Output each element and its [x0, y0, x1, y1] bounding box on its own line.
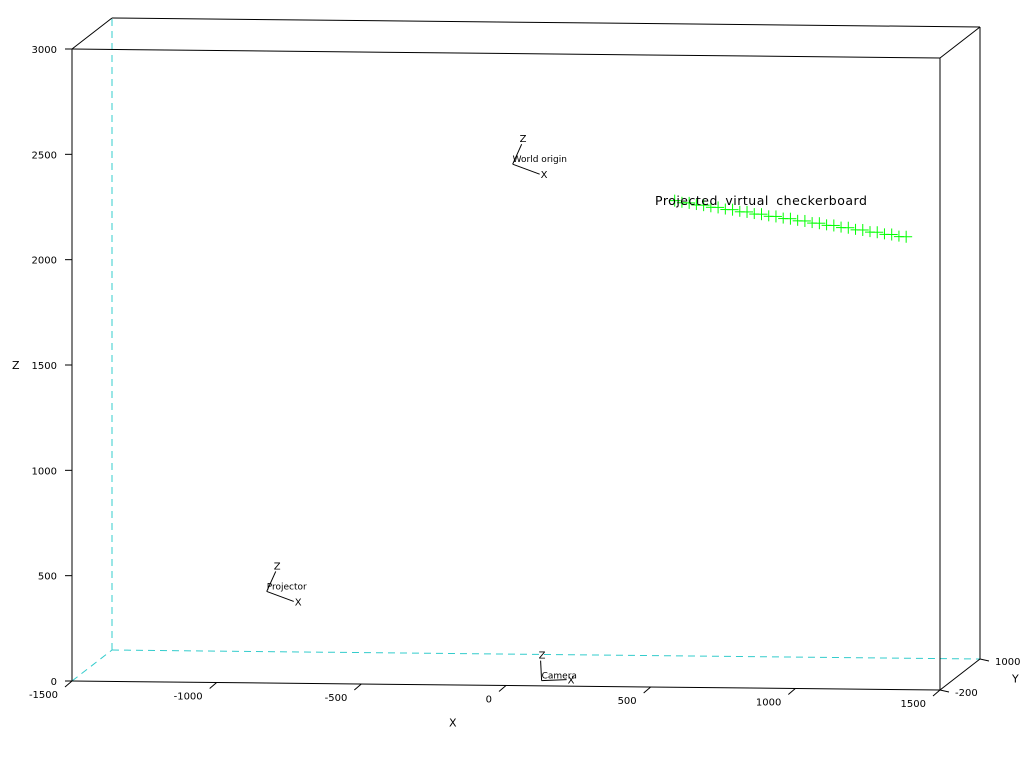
x-axis-label: X: [449, 717, 457, 730]
data-point: [683, 196, 696, 209]
data-point-mid: [763, 210, 774, 222]
data-point-mid: [879, 228, 890, 240]
y-tick-label: 1000: [995, 657, 1020, 668]
frame-name-label: Projector: [267, 582, 307, 592]
axis-names: Z X Y: [12, 359, 1019, 730]
x-axis: -1500 -1000 -500 0 500 1000 1500: [29, 680, 941, 710]
box-edge: [71, 48, 941, 59]
x-tick-label: -500: [325, 693, 348, 704]
x-tick-label: 0: [486, 695, 492, 706]
box-edge: [939, 658, 981, 691]
z-axis-label: Z: [12, 359, 20, 372]
checkerboard-points: [668, 194, 913, 243]
data-point: [697, 199, 710, 212]
frame-z-label: Z: [520, 134, 527, 145]
data-point-mid: [749, 208, 760, 220]
hidden-edge: [111, 649, 981, 660]
data-point-mid: [792, 214, 803, 226]
frame-name-label: Camera: [542, 672, 577, 682]
frame-x-axis: [541, 679, 567, 682]
data-point: [827, 219, 840, 232]
frame-z-axis: [512, 143, 523, 165]
z-tick-label: 0: [51, 677, 57, 688]
z-tick-label: 500: [38, 572, 57, 583]
checkerboard-label: Projected virtual checkerboard: [655, 193, 867, 208]
x-tick-label: 1500: [901, 699, 926, 710]
x-tick: [209, 682, 217, 689]
frame-x-axis: [266, 590, 294, 602]
data-point: [798, 214, 811, 227]
data-point: [726, 203, 739, 216]
hidden-edge: [71, 649, 113, 682]
frame-z-axis: [540, 660, 543, 681]
x-tick: [932, 689, 941, 697]
box-edge: [111, 17, 981, 28]
x-tick: [498, 685, 507, 692]
frame-x-label: X: [541, 170, 548, 181]
box-edge: [71, 17, 113, 50]
x-tick-label: 1000: [756, 698, 781, 709]
x-tick-label: -1000: [174, 692, 203, 703]
x-tick-label: -1500: [29, 690, 58, 701]
x-tick: [788, 688, 796, 695]
data-point-mid: [807, 217, 818, 229]
hidden-box-edges: [71, 18, 981, 682]
y-axis: -200 1000: [939, 657, 1020, 699]
data-point: [813, 217, 826, 230]
frame-x-axis: [512, 163, 540, 175]
data-point: [856, 223, 869, 236]
frame-z-label: Z: [274, 561, 281, 572]
y-tick: [979, 658, 990, 662]
data-point-mid: [778, 212, 789, 224]
data-point: [668, 194, 681, 207]
frame-name-label: World origin: [513, 155, 567, 165]
y-tick: [939, 689, 950, 693]
data-point-mid: [864, 226, 875, 238]
frame-x-label: X: [568, 676, 575, 687]
data-point: [769, 210, 782, 223]
z-axis: 0 500 1000 1500 2000 2500 3000: [32, 45, 72, 688]
data-point-mid: [893, 230, 904, 242]
z-tick-label: 3000: [32, 45, 57, 56]
data-point-mid: [821, 219, 832, 231]
box-edge: [939, 26, 981, 59]
x-tick: [643, 686, 651, 694]
z-tick-label: 2000: [32, 256, 57, 267]
x-tick: [354, 683, 362, 691]
frame-projector: Z X Projector: [266, 561, 307, 608]
data-point: [871, 226, 884, 239]
frame-z-axis: [266, 571, 277, 592]
frame-world-origin: Z X World origin: [512, 134, 567, 181]
frame-z-label: Z: [539, 651, 546, 662]
data-point: [712, 201, 725, 214]
data-point: [784, 212, 797, 225]
data-point: [885, 228, 898, 241]
data-point: [755, 208, 768, 221]
bounding-box: [71, 17, 981, 691]
y-axis-label: Y: [1011, 673, 1019, 686]
x-tick: [64, 680, 73, 688]
data-point: [900, 230, 913, 243]
data-point-mid: [850, 223, 861, 235]
data-point: [842, 221, 855, 234]
y-tick-label: -200: [955, 688, 978, 699]
data-point-mid: [836, 221, 847, 233]
x-tick-label: 500: [618, 696, 637, 707]
frame-x-label: X: [295, 597, 302, 608]
z-tick-label: 1500: [32, 361, 57, 372]
data-point: [741, 205, 754, 218]
z-tick-label: 2500: [32, 150, 57, 161]
z-tick-label: 1000: [32, 466, 57, 477]
